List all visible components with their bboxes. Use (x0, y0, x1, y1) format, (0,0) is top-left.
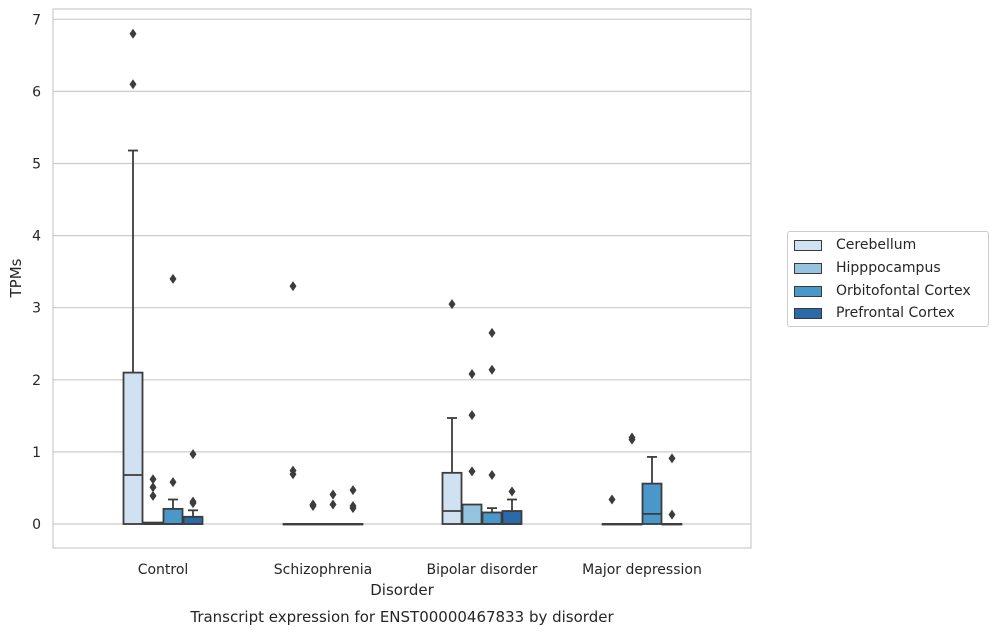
box-0-1 (142, 521, 164, 525)
box-body (182, 515, 204, 525)
outlier-point (289, 465, 297, 476)
outlier-point (169, 273, 177, 284)
box-3-3 (661, 523, 683, 526)
outlier-point (608, 494, 616, 505)
outlier-point (129, 79, 137, 90)
box-1-3 (342, 523, 364, 526)
box-body (481, 511, 503, 525)
x-tick-label: Control (138, 562, 189, 578)
outlier-point (349, 485, 357, 496)
y-tick-label: 4 (32, 229, 41, 245)
outlier-point (149, 482, 157, 493)
outlier-point (448, 299, 456, 310)
y-tick-label: 3 (32, 301, 41, 317)
x-axis-label: Disorder (370, 581, 434, 599)
box-2-3 (501, 498, 523, 525)
gridlines (53, 18, 751, 525)
box-0-0 (122, 149, 144, 525)
box-3-0 (601, 523, 623, 526)
outlier-point (468, 466, 476, 477)
legend-item-prefrontal: Prefrontal Cortex (794, 304, 955, 322)
box-2-0 (441, 417, 463, 525)
outlier-point (329, 489, 337, 500)
y-tick-label: 5 (32, 157, 41, 173)
legend-item-hippocampus: Hipppocampus (794, 259, 941, 277)
box-body (641, 482, 663, 525)
legend-label: Cerebellum (836, 237, 917, 253)
legend-swatch-cerebellum (794, 239, 822, 251)
outlier-points (129, 28, 676, 520)
y-tick-label: 0 (32, 517, 41, 533)
x-tick-label: Bipolar disorder (426, 562, 537, 578)
box-2-2 (481, 507, 503, 525)
box-3-1 (621, 523, 643, 526)
box-3-2 (641, 456, 663, 525)
outlier-point (668, 509, 676, 520)
legend-item-cerebellum: Cerebellum (794, 236, 916, 254)
y-tick-label: 7 (32, 12, 41, 28)
box-body (461, 503, 483, 525)
outlier-point (488, 364, 496, 375)
outlier-point (129, 28, 137, 39)
outlier-point (149, 490, 157, 501)
legend-swatch-orbitofrontal (794, 285, 822, 297)
legend-label: Hipppocampus (836, 260, 941, 276)
outlier-point (468, 369, 476, 380)
box-0-3 (182, 509, 204, 525)
legend-swatch-prefrontal (794, 307, 822, 319)
outlier-point (508, 486, 516, 497)
box-1-0 (282, 523, 304, 526)
legend-item-orbitofrontal: Orbitofontal Cortex (794, 282, 971, 300)
box-body (122, 371, 144, 525)
y-tick-label: 1 (32, 445, 41, 461)
outlier-point (189, 496, 197, 507)
legend-swatch-hippocampus (794, 262, 822, 274)
box-body (501, 510, 523, 525)
outlier-point (349, 500, 357, 511)
outlier-point (488, 327, 496, 338)
outlier-point (289, 281, 297, 292)
box-0-2 (162, 498, 184, 525)
legend-label: Prefrontal Cortex (836, 305, 955, 321)
box-body (162, 507, 184, 525)
x-tick-labels: Control Schizophrenia Bipolar disorder Majo… (138, 562, 702, 578)
outlier-point (189, 449, 197, 460)
x-tick-label: Major depression (582, 562, 702, 578)
legend: Cerebellum Hipppocampus Orbitofontal Cor… (787, 231, 989, 327)
y-tick-labels: 0 1 2 3 4 5 6 7 (32, 12, 41, 533)
chart-title: Transcript expression for ENST0000046783… (189, 608, 614, 626)
outlier-point (628, 432, 636, 443)
y-tick-label: 6 (32, 84, 41, 100)
outlier-point (309, 499, 317, 510)
outlier-point (149, 474, 157, 485)
outlier-point (169, 477, 177, 488)
box-2-1 (461, 503, 483, 525)
outlier-point (668, 453, 676, 464)
y-tick-label: 2 (32, 373, 41, 389)
outlier-point (329, 499, 337, 510)
outlier-point (468, 410, 476, 421)
plot-frame (52, 8, 752, 549)
box-1-2 (322, 523, 344, 526)
y-axis-label: TPMs (7, 258, 25, 298)
box-series (122, 149, 683, 526)
box-1-1 (302, 523, 324, 526)
x-tick-label: Schizophrenia (274, 562, 372, 578)
legend-label: Orbitofontal Cortex (836, 283, 971, 299)
box-body (441, 471, 463, 525)
outlier-point (488, 469, 496, 480)
